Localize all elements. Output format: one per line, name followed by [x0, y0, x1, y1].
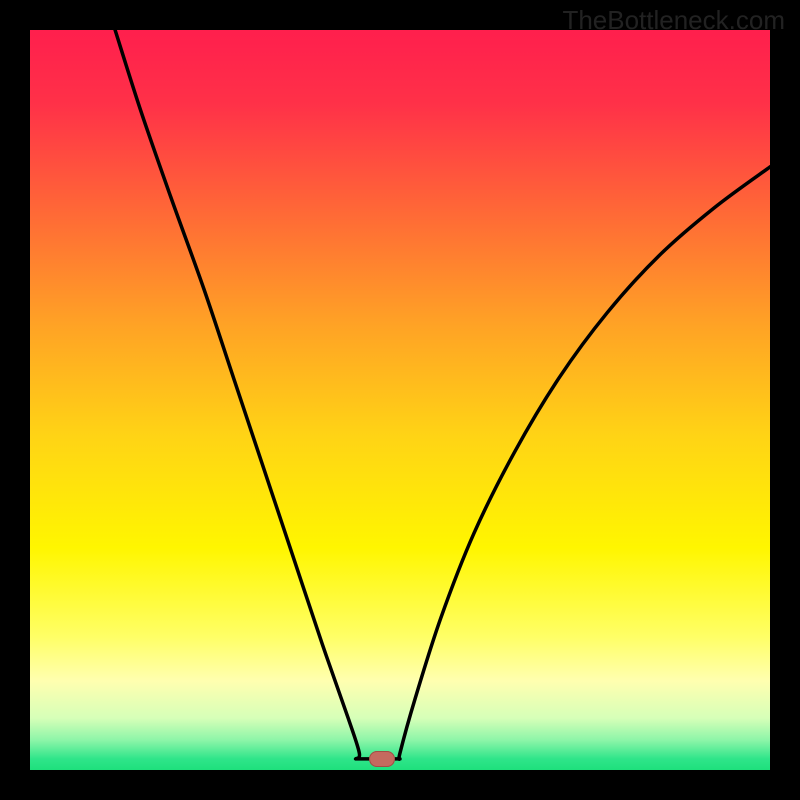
plot-area — [30, 30, 770, 770]
optimum-marker — [369, 751, 395, 767]
chart-stage: TheBottleneck.com — [0, 0, 800, 800]
curve-path — [115, 30, 770, 759]
bottleneck-curve — [30, 30, 770, 770]
